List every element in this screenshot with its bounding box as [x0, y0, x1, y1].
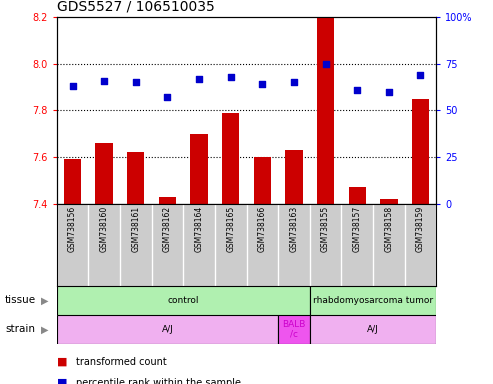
- Bar: [64, 159, 81, 204]
- Text: GSM738163: GSM738163: [289, 206, 298, 252]
- Point: [69, 83, 76, 89]
- Text: GSM738165: GSM738165: [226, 206, 235, 252]
- Text: GDS5527 / 106510035: GDS5527 / 106510035: [57, 0, 214, 13]
- Text: strain: strain: [5, 324, 35, 334]
- Text: ▶: ▶: [41, 324, 48, 334]
- Text: ■: ■: [57, 378, 70, 384]
- Bar: [278, 315, 310, 344]
- Text: GSM738164: GSM738164: [195, 206, 204, 252]
- Bar: [127, 152, 144, 204]
- Bar: [253, 157, 271, 204]
- Bar: [57, 315, 278, 344]
- Text: GSM738162: GSM738162: [163, 206, 172, 252]
- Text: GSM738155: GSM738155: [321, 206, 330, 252]
- Text: tissue: tissue: [5, 295, 36, 306]
- Text: rhabdomyosarcoma tumor: rhabdomyosarcoma tumor: [313, 296, 433, 305]
- Bar: [190, 134, 208, 204]
- Point: [164, 94, 172, 101]
- Point: [195, 76, 203, 82]
- Bar: [349, 187, 366, 204]
- Bar: [412, 99, 429, 204]
- Bar: [285, 150, 303, 204]
- Text: GSM738157: GSM738157: [352, 206, 362, 252]
- Bar: [317, 17, 334, 204]
- Text: GSM738158: GSM738158: [385, 206, 393, 252]
- Text: ▶: ▶: [41, 295, 48, 306]
- Bar: [159, 197, 176, 204]
- Text: BALB
/c: BALB /c: [282, 319, 306, 339]
- Bar: [96, 143, 113, 204]
- Point: [417, 72, 424, 78]
- Text: ■: ■: [57, 357, 70, 367]
- Point: [100, 78, 108, 84]
- Text: GSM738166: GSM738166: [258, 206, 267, 252]
- Text: GSM738160: GSM738160: [100, 206, 108, 252]
- Bar: [310, 286, 436, 315]
- Bar: [222, 113, 240, 204]
- Point: [132, 79, 140, 86]
- Text: GSM738161: GSM738161: [131, 206, 141, 252]
- Bar: [57, 286, 310, 315]
- Text: control: control: [168, 296, 199, 305]
- Text: percentile rank within the sample: percentile rank within the sample: [76, 378, 242, 384]
- Point: [227, 74, 235, 80]
- Text: GSM738156: GSM738156: [68, 206, 77, 252]
- Point: [258, 81, 266, 88]
- Bar: [380, 199, 397, 204]
- Point: [353, 87, 361, 93]
- Point: [290, 79, 298, 86]
- Text: A/J: A/J: [367, 325, 379, 334]
- Bar: [310, 315, 436, 344]
- Text: transformed count: transformed count: [76, 357, 167, 367]
- Text: A/J: A/J: [162, 325, 174, 334]
- Text: GSM738159: GSM738159: [416, 206, 425, 252]
- Point: [321, 61, 329, 67]
- Point: [385, 89, 393, 95]
